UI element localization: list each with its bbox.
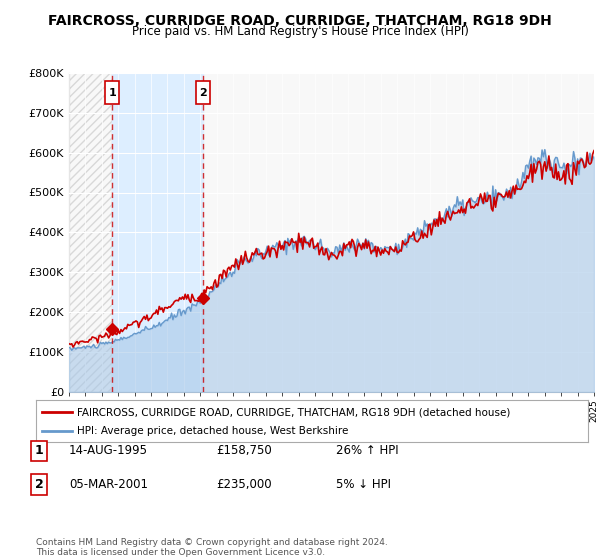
Text: 14-AUG-1995: 14-AUG-1995 — [69, 444, 148, 458]
Text: Contains HM Land Registry data © Crown copyright and database right 2024.
This d: Contains HM Land Registry data © Crown c… — [36, 538, 388, 557]
Text: Price paid vs. HM Land Registry's House Price Index (HPI): Price paid vs. HM Land Registry's House … — [131, 25, 469, 38]
Text: 26% ↑ HPI: 26% ↑ HPI — [336, 444, 398, 458]
Text: FAIRCROSS, CURRIDGE ROAD, CURRIDGE, THATCHAM, RG18 9DH: FAIRCROSS, CURRIDGE ROAD, CURRIDGE, THAT… — [48, 14, 552, 28]
Text: HPI: Average price, detached house, West Berkshire: HPI: Average price, detached house, West… — [77, 426, 349, 436]
Text: 2: 2 — [35, 478, 43, 491]
Text: FAIRCROSS, CURRIDGE ROAD, CURRIDGE, THATCHAM, RG18 9DH (detached house): FAIRCROSS, CURRIDGE ROAD, CURRIDGE, THAT… — [77, 407, 511, 417]
Text: £235,000: £235,000 — [216, 478, 272, 491]
FancyBboxPatch shape — [106, 81, 119, 104]
FancyBboxPatch shape — [196, 81, 211, 104]
Text: 2: 2 — [200, 88, 208, 98]
Text: £158,750: £158,750 — [216, 444, 272, 458]
Text: 05-MAR-2001: 05-MAR-2001 — [69, 478, 148, 491]
Bar — [112, 73, 203, 392]
Text: 5% ↓ HPI: 5% ↓ HPI — [336, 478, 391, 491]
Text: 1: 1 — [109, 88, 116, 98]
Text: 1: 1 — [35, 444, 43, 458]
